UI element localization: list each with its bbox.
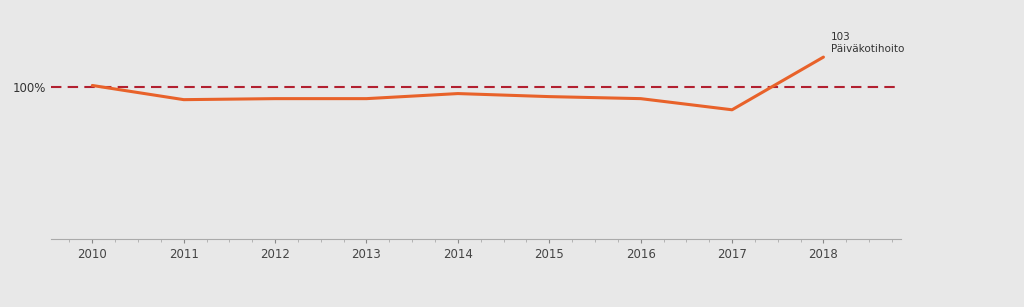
Text: 103
Päiväkotihoito: 103 Päiväkotihoito xyxy=(830,33,904,54)
